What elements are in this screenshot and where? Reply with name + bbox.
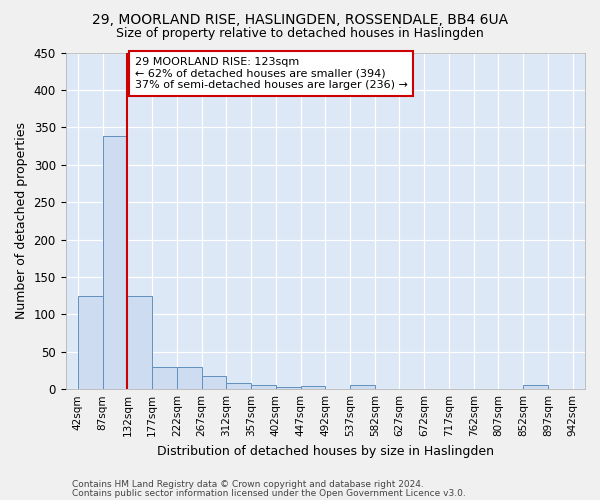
- X-axis label: Distribution of detached houses by size in Haslingden: Distribution of detached houses by size …: [157, 444, 494, 458]
- Text: Size of property relative to detached houses in Haslingden: Size of property relative to detached ho…: [116, 28, 484, 40]
- Bar: [152, 366, 177, 389]
- Bar: [78, 296, 103, 389]
- Text: 29 MOORLAND RISE: 123sqm
← 62% of detached houses are smaller (394)
37% of semi-: 29 MOORLAND RISE: 123sqm ← 62% of detach…: [134, 57, 407, 90]
- Y-axis label: Number of detached properties: Number of detached properties: [15, 122, 28, 320]
- Text: 29, MOORLAND RISE, HASLINGDEN, ROSSENDALE, BB4 6UA: 29, MOORLAND RISE, HASLINGDEN, ROSSENDAL…: [92, 12, 508, 26]
- Bar: [202, 376, 226, 389]
- Bar: [226, 383, 251, 389]
- Bar: [276, 387, 301, 389]
- Bar: [301, 386, 325, 389]
- Text: Contains public sector information licensed under the Open Government Licence v3: Contains public sector information licen…: [72, 488, 466, 498]
- Bar: [127, 296, 152, 389]
- Text: Contains HM Land Registry data © Crown copyright and database right 2024.: Contains HM Land Registry data © Crown c…: [72, 480, 424, 489]
- Bar: [251, 384, 276, 389]
- Bar: [177, 368, 202, 389]
- Bar: [350, 386, 375, 389]
- Bar: [103, 136, 127, 389]
- Bar: [523, 386, 548, 389]
